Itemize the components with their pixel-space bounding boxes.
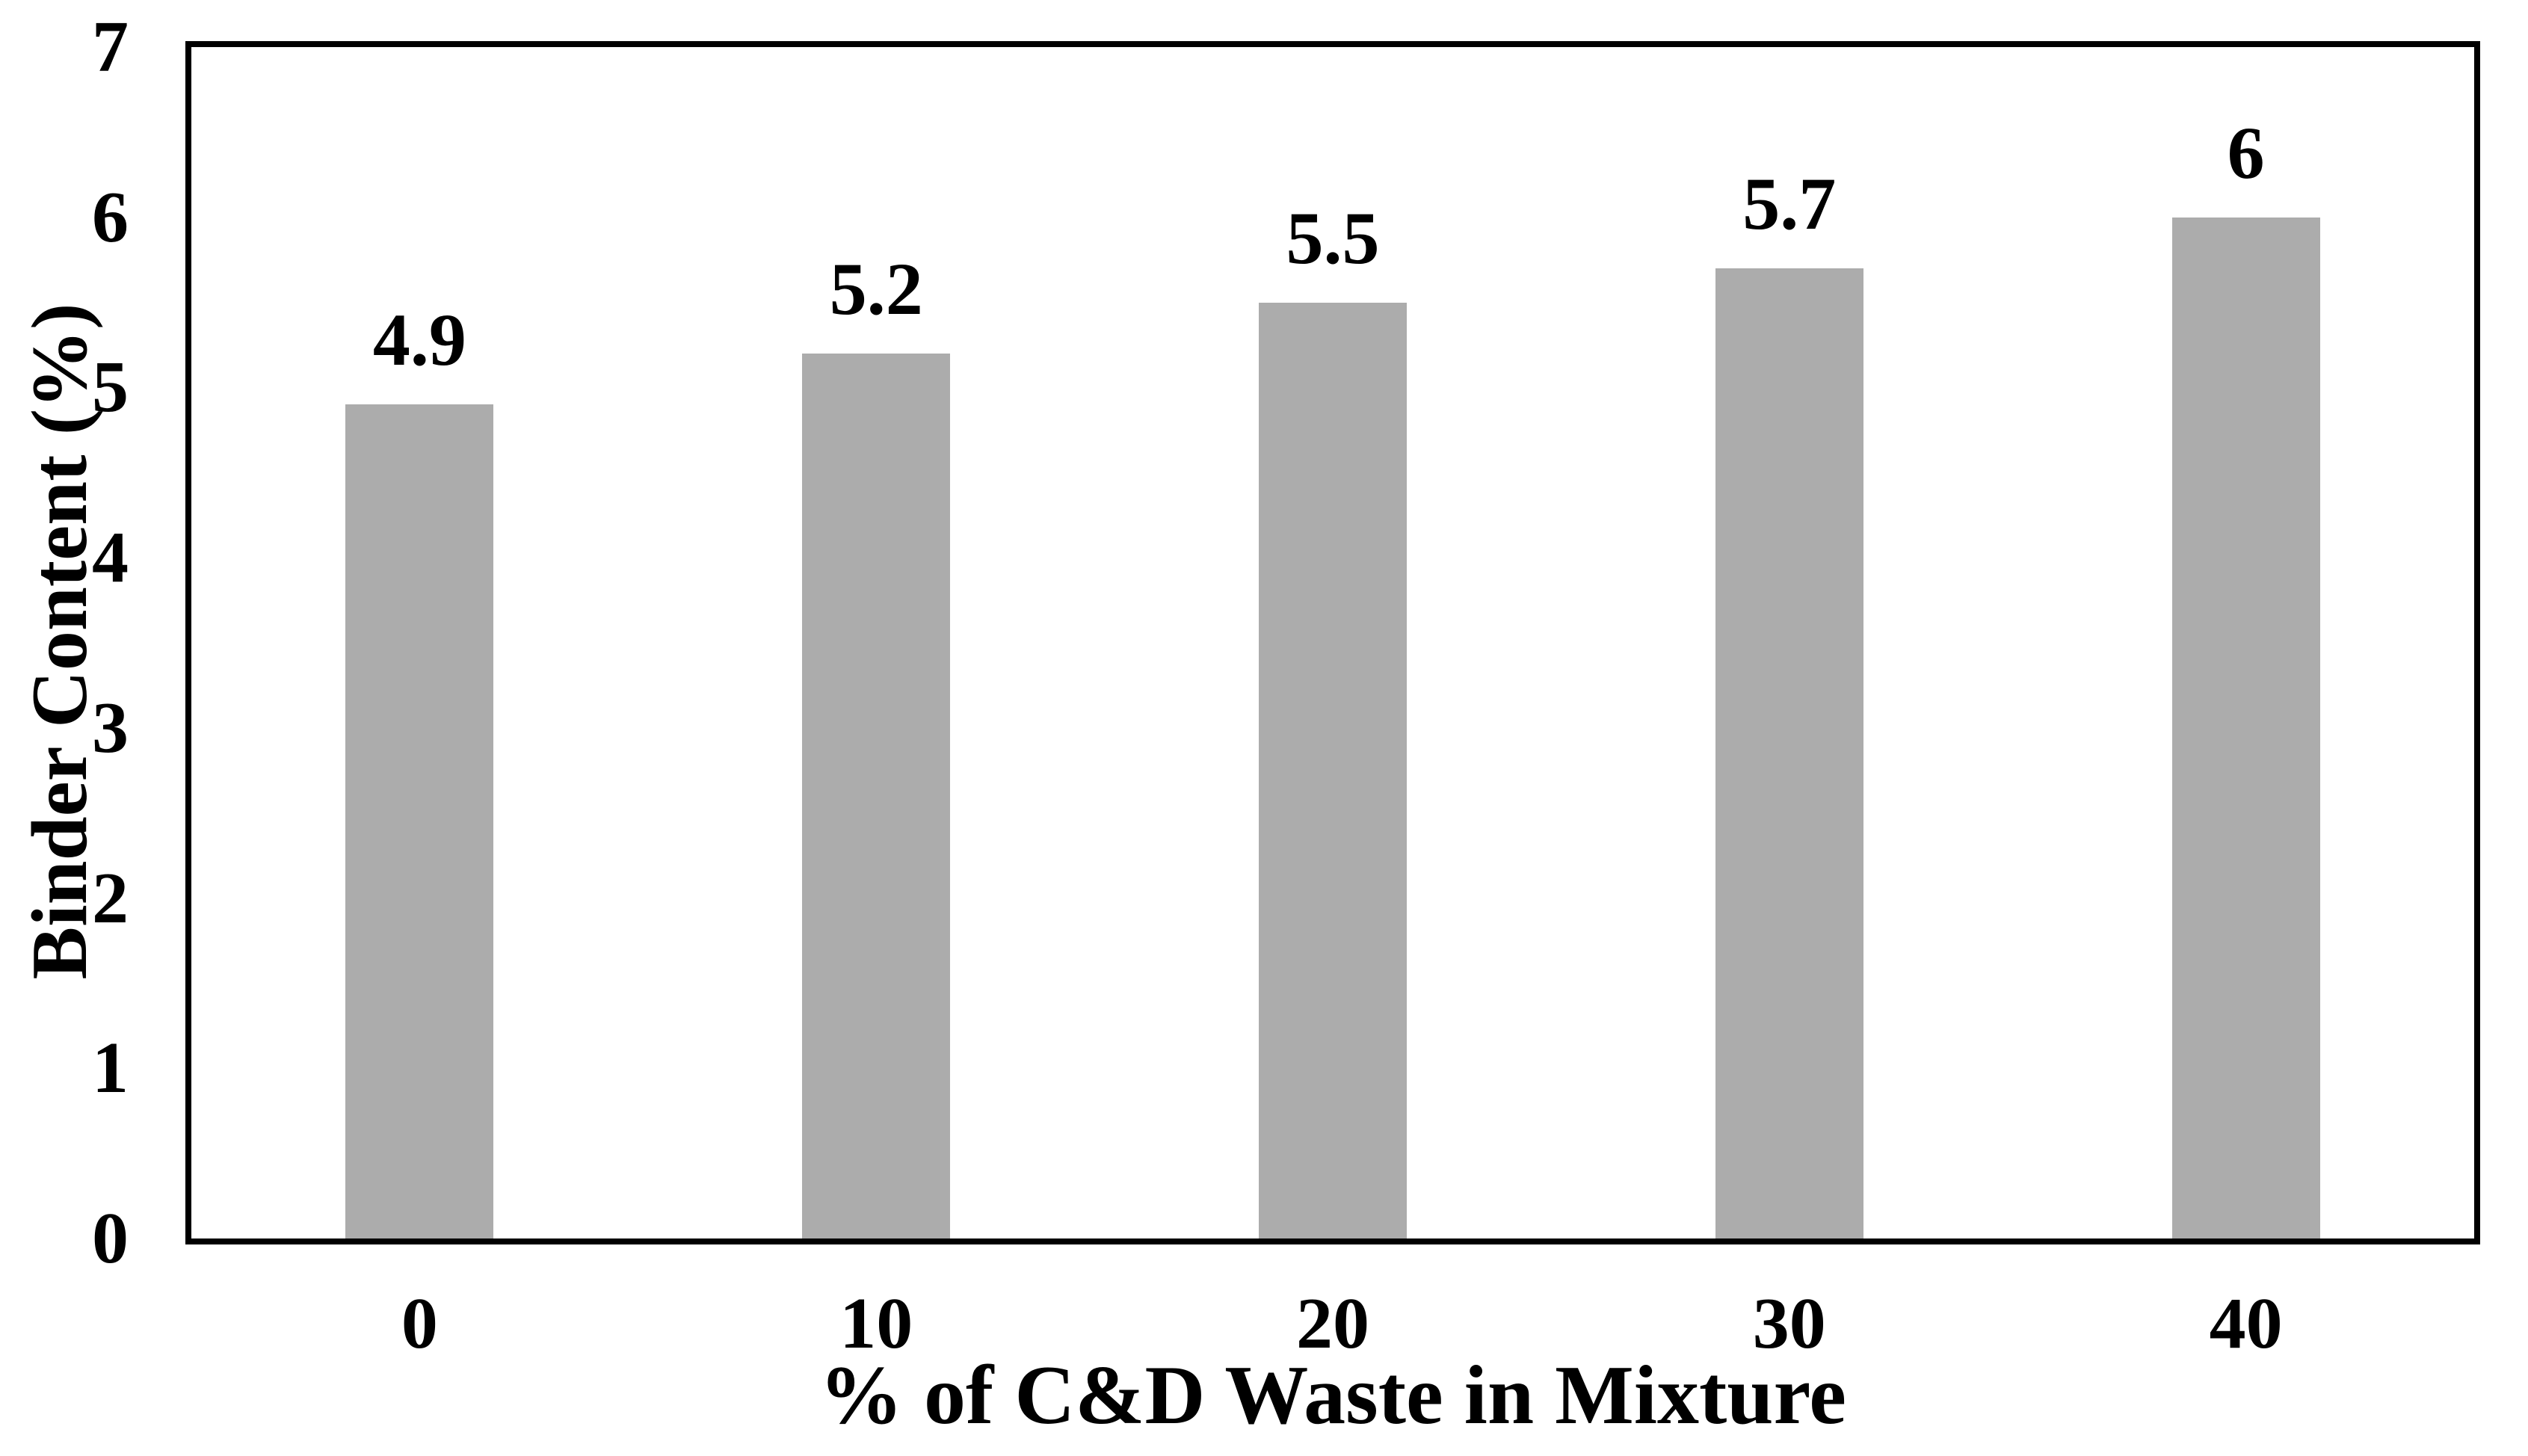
- y-tick-label-2: 2: [92, 857, 129, 939]
- bar-30: [1715, 268, 1863, 1238]
- bar-value-label: 4.9: [372, 298, 466, 382]
- x-tick-label-30: 30: [1752, 1283, 1826, 1364]
- bar-0: [345, 404, 494, 1238]
- y-tick-label-3: 3: [92, 687, 129, 768]
- x-tick-label-0: 0: [401, 1283, 438, 1364]
- y-tick-label-0: 0: [92, 1198, 129, 1279]
- x-axis-title: % of C&D Waste in Mixture: [819, 1349, 1846, 1442]
- y-tick-label-6: 6: [92, 176, 129, 258]
- bar-40: [2171, 217, 2320, 1238]
- bar-20: [1259, 302, 1407, 1238]
- y-tick-label-7: 7: [92, 7, 129, 87]
- x-tick-label-10: 10: [839, 1283, 913, 1364]
- bar-value-label: 5.2: [829, 247, 923, 330]
- y-tick-label-4: 4: [92, 517, 129, 599]
- y-tick-label-1: 1: [92, 1028, 129, 1109]
- x-tick-label-20: 20: [1295, 1283, 1369, 1364]
- bar-value-label: 5.5: [1286, 196, 1380, 280]
- x-tick-label-40: 40: [2209, 1283, 2283, 1364]
- bar-value-label: 5.7: [1742, 162, 1837, 246]
- bar-value-label: 6: [2227, 111, 2265, 194]
- y-tick-label-5: 5: [92, 347, 129, 428]
- bar-10: [802, 353, 951, 1238]
- plot-area: 4.9 5.2 5.5 5.7 6: [185, 41, 2480, 1244]
